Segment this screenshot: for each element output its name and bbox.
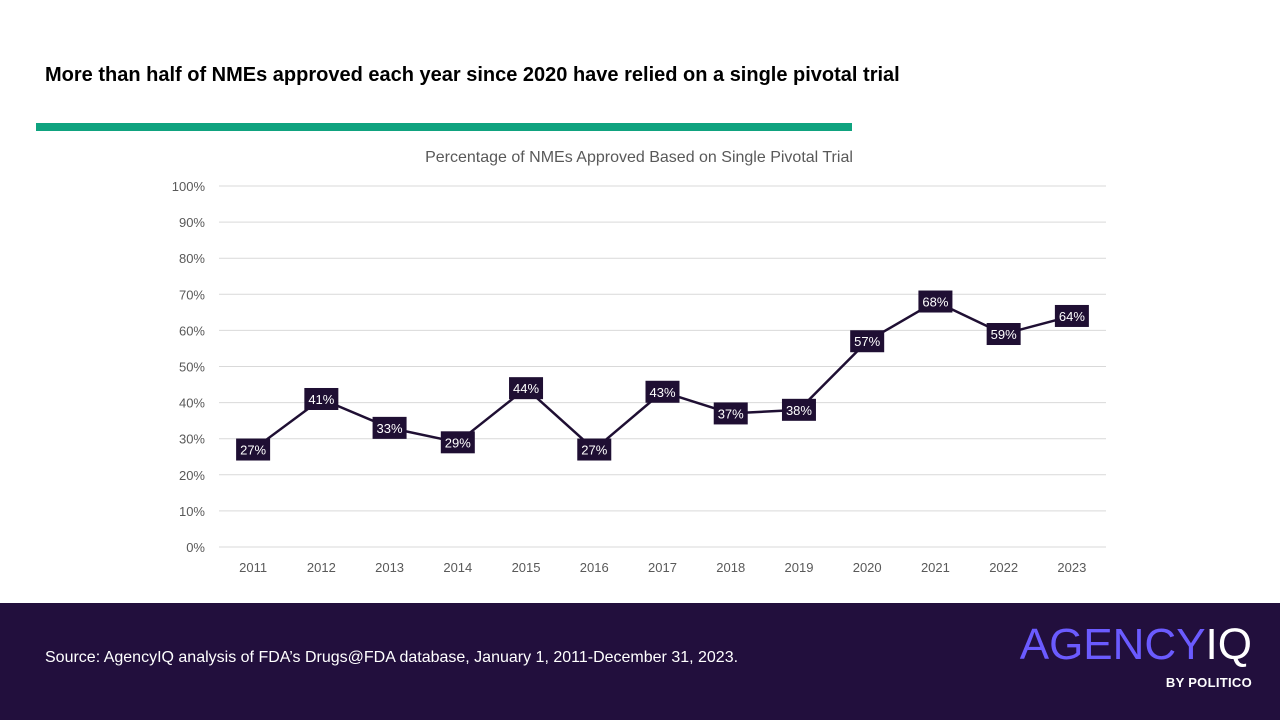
source-note: Source: AgencyIQ analysis of FDA’s Drugs… bbox=[45, 649, 739, 666]
data-label-box bbox=[509, 377, 544, 400]
data-label-box bbox=[918, 290, 953, 313]
data-label-box bbox=[713, 402, 748, 425]
data-point: 57% bbox=[850, 330, 885, 353]
data-point: 68% bbox=[918, 290, 953, 313]
data-label: 38% bbox=[786, 403, 812, 418]
y-tick-label: 50% bbox=[179, 360, 205, 375]
y-tick-label: 20% bbox=[179, 468, 205, 483]
y-tick-label: 60% bbox=[179, 323, 205, 338]
data-label-box bbox=[1054, 304, 1089, 327]
y-tick-label: 10% bbox=[179, 504, 205, 519]
x-tick-label: 2014 bbox=[443, 560, 472, 575]
data-label-box bbox=[781, 398, 816, 421]
data-label-box bbox=[304, 387, 339, 410]
data-point: 33% bbox=[372, 416, 407, 439]
data-point: 27% bbox=[236, 438, 271, 461]
logo-wordmark-part2: IQ bbox=[1205, 620, 1252, 669]
x-tick-label: 2016 bbox=[580, 560, 609, 575]
y-tick-label: 100% bbox=[172, 179, 206, 194]
data-point: 27% bbox=[577, 438, 612, 461]
data-label-box bbox=[577, 438, 612, 461]
accent-bar bbox=[36, 123, 852, 131]
y-tick-label: 90% bbox=[179, 215, 205, 230]
data-labels: 27% 41% 33% 29% 44% 27% 43% 37% 38% 57% 68% 59% 64% bbox=[236, 290, 1089, 461]
gridlines bbox=[219, 185, 1106, 548]
data-label: 68% bbox=[922, 295, 948, 310]
data-point: 29% bbox=[440, 431, 475, 454]
data-point: 43% bbox=[645, 380, 680, 403]
x-tick-label: 2015 bbox=[512, 560, 541, 575]
y-axis-ticks: 0% 10% 20% 30% 40% 50% 60% 70% 80% 90% 100% bbox=[172, 179, 206, 555]
data-label-box bbox=[440, 431, 475, 454]
x-tick-label: 2017 bbox=[648, 560, 677, 575]
footer: Source: AgencyIQ analysis of FDA’s Drugs… bbox=[0, 603, 1280, 720]
x-tick-label: 2012 bbox=[307, 560, 336, 575]
data-label: 57% bbox=[854, 334, 880, 349]
data-label: 27% bbox=[581, 443, 607, 458]
data-label-box bbox=[986, 323, 1021, 346]
agencyiq-logo: AGENCYIQ BY POLITICO bbox=[1007, 623, 1252, 693]
data-label: 43% bbox=[649, 385, 675, 400]
data-point: 38% bbox=[781, 398, 816, 421]
data-label: 64% bbox=[1059, 309, 1085, 324]
data-label-box bbox=[236, 438, 271, 461]
data-label-box bbox=[850, 330, 885, 353]
y-tick-label: 0% bbox=[186, 540, 205, 555]
x-tick-label: 2013 bbox=[375, 560, 404, 575]
data-label: 33% bbox=[377, 421, 403, 436]
x-tick-label: 2011 bbox=[239, 560, 267, 575]
data-point: 64% bbox=[1054, 304, 1089, 327]
line-chart: Percentage of NMEs Approved Based on Sin… bbox=[172, 149, 1106, 575]
y-tick-label: 70% bbox=[179, 287, 205, 302]
data-label: 41% bbox=[308, 392, 334, 407]
headline: More than half of NMEs approved each yea… bbox=[45, 64, 900, 86]
x-tick-label: 2019 bbox=[785, 560, 814, 575]
data-label: 27% bbox=[240, 443, 266, 458]
logo-wordmark-part1: AGENCY bbox=[1019, 620, 1206, 669]
chart-title: Percentage of NMEs Approved Based on Sin… bbox=[425, 149, 853, 166]
data-point: 37% bbox=[713, 402, 748, 425]
x-tick-label: 2022 bbox=[989, 560, 1018, 575]
data-label-box bbox=[372, 416, 407, 439]
data-point: 59% bbox=[986, 323, 1021, 346]
logo-byline: BY POLITICO bbox=[1165, 675, 1252, 690]
x-axis-ticks: 2011 2012 2013 2014 2015 2016 2017 2018 2019 2020… bbox=[239, 560, 1086, 575]
logo-wordmark: AGENCYIQ bbox=[1020, 623, 1252, 667]
data-label: 29% bbox=[445, 435, 471, 450]
x-tick-label: 2021 bbox=[921, 560, 950, 575]
x-tick-label: 2020 bbox=[853, 560, 882, 575]
data-label: 37% bbox=[718, 406, 744, 421]
data-label: 59% bbox=[991, 327, 1017, 342]
x-tick-label: 2018 bbox=[716, 560, 745, 575]
data-point: 41% bbox=[304, 387, 339, 410]
y-tick-label: 40% bbox=[179, 396, 205, 411]
data-label-box bbox=[645, 380, 680, 403]
data-label: 44% bbox=[513, 381, 539, 396]
y-tick-label: 80% bbox=[179, 251, 205, 266]
data-point: 44% bbox=[509, 377, 544, 400]
y-tick-label: 30% bbox=[179, 432, 205, 447]
x-tick-label: 2023 bbox=[1057, 560, 1086, 575]
